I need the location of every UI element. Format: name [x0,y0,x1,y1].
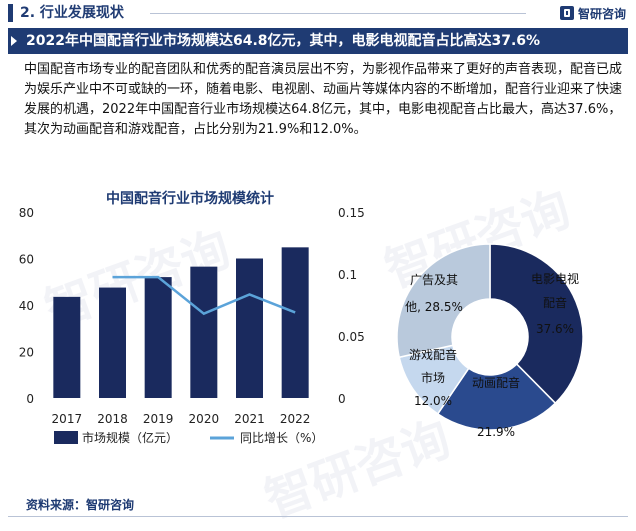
donut-label: 21.9% [477,425,515,439]
right-tick-label: 0 [338,392,346,406]
legend-bar-label: 市场规模（亿元） [82,430,178,445]
left-tick-label: 60 [19,253,34,267]
donut-label: 广告及其 [410,273,458,287]
x-tick-label: 2022 [280,412,311,426]
donut-label: 他, 28.5% [405,300,463,314]
right-axis-ticks: 0 0.05 0.1 0.15 [338,206,365,406]
brand-logo: 智研咨询 [560,4,626,22]
right-tick-label: 0.05 [338,330,365,344]
legend-line-label: 同比增长（%） [240,431,323,445]
bar-2018 [99,288,126,398]
legend-bar-swatch [54,431,78,444]
left-axis-ticks: 0 20 40 60 80 [19,206,34,406]
bar-series [53,247,308,398]
bar-2019 [145,277,172,398]
donut-label: 37.6% [536,322,574,336]
x-tick-label: 2019 [143,412,174,426]
chart-legend: 市场规模（亿元） 同比增长（%） [54,430,323,445]
x-axis-ticks: 2017 2018 2019 2020 2021 2022 [52,412,311,426]
x-tick-label: 2020 [189,412,220,426]
left-tick-label: 20 [19,346,34,360]
left-tick-label: 80 [19,206,34,220]
x-tick-label: 2018 [97,412,128,426]
donut-label: 市场 [421,370,445,385]
headline-banner: 2022年中国配音行业市场规模达64.8亿元，其中，电影电视配音占比高达37.6… [8,28,628,54]
body-paragraph: 中国配音市场专业的配音团队和优秀的配音演员层出不穷，为影视作品带来了更好的声音表… [24,60,622,140]
right-tick-label: 0.15 [338,206,365,220]
bar-2017 [53,297,80,398]
section-header: 2. 行业发展现状 智研咨询 [0,0,636,26]
headline-text: 2022年中国配音行业市场规模达64.8亿元，其中，电影电视配音占比高达37.6… [26,28,540,54]
bar-2021 [236,259,263,399]
section-title: 2. 行业发展现状 [20,4,124,22]
donut-label: 游戏配音 [409,347,457,362]
left-tick-label: 40 [19,299,34,313]
header-accent-bar [8,4,13,22]
data-source: 资料来源：智研咨询 [26,496,134,513]
donut-label: 配音 [543,295,567,310]
play-arrow-icon [11,36,17,46]
bar-chart-title: 中国配音行业市场规模统计 [106,190,274,207]
bar-2020 [190,267,217,398]
left-tick-label: 0 [26,392,34,406]
bar-2022 [282,247,309,398]
x-tick-label: 2017 [52,412,83,426]
brand-logo-icon [560,6,574,20]
right-tick-label: 0.1 [338,268,357,282]
brand-logo-text: 智研咨询 [578,5,626,22]
chart-area: 中国配音行业市场规模统计 0 20 40 60 80 0 0.05 0.1 0.15 2017… [0,180,636,480]
donut-label: 12.0% [414,394,452,408]
x-tick-label: 2021 [234,412,265,426]
footer-divider [8,516,628,517]
header-divider [150,13,526,14]
donut-label: 电影电视 [531,271,579,286]
donut-label: 动画配音 [472,375,520,390]
